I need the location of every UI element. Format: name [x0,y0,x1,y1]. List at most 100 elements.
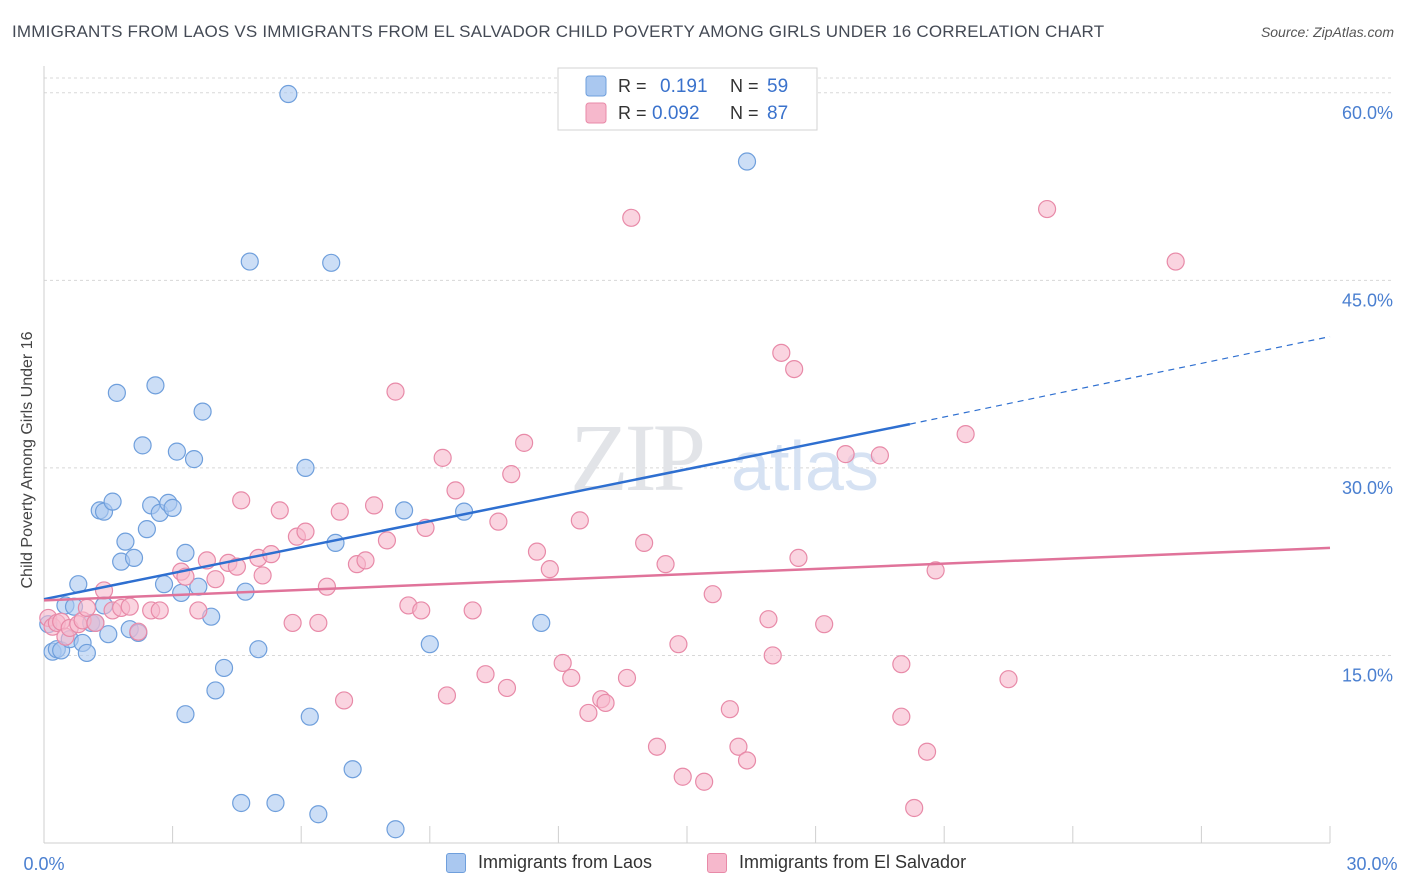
es-point [386,382,405,401]
es-point [926,561,945,580]
es-point [763,646,782,665]
laos-point [167,442,186,461]
es-point [476,665,495,684]
es-point [562,668,581,688]
laos-point [394,501,414,520]
laos-trend-line [43,422,911,601]
es-point [870,446,890,465]
es-point [489,512,508,531]
laos-point [326,533,345,553]
laos-point [454,502,474,521]
laos-point [266,793,285,813]
es-point [695,772,714,791]
laos-point [99,625,118,644]
es-point [317,577,337,596]
es-point [892,707,911,726]
es-point [647,737,667,756]
legend-swatch-es-bottom [707,852,727,873]
es-point [759,610,778,629]
laos-point [133,436,152,455]
es-point [120,597,139,616]
legend-r-label-es: R = [618,103,647,123]
es-point [94,581,114,600]
es-point [579,703,598,723]
laos-point [737,152,757,171]
es-point [892,655,911,674]
es-point [364,496,384,515]
laos-point [420,635,439,654]
y-tick-label: 60.0% [1342,103,1393,123]
es-point [617,668,637,688]
es-point [206,570,225,589]
es-point [437,686,457,705]
laos-point [146,376,165,395]
legend-n-value-laos: 59 [767,76,788,97]
es-point [737,751,757,770]
es-point [377,531,397,550]
legend-swatch-laos [585,75,607,97]
es-point [296,522,315,541]
laos-point [124,548,144,568]
laos-point [206,681,225,700]
laos-point [279,84,298,104]
x-tick-label: 0.0% [23,854,64,874]
legend-n-label-es: N = [730,103,759,123]
es-point [905,798,924,818]
legend-top: R = 0.191 N = 59 R = 0.092 N = 87 [557,67,818,131]
laos-point [300,707,319,726]
laos-point [163,498,182,517]
es-point [334,691,354,710]
es-point [956,425,975,444]
laos-point [116,532,135,551]
x-tick-label: 30.0% [1346,854,1397,874]
laos-point [77,643,96,663]
points-layer [39,84,1185,839]
es-point [669,635,688,654]
es-point [232,491,251,510]
es-point [540,560,559,579]
es-point [596,693,615,713]
es-point [412,601,431,620]
es-point [446,481,465,500]
es-point [622,208,641,227]
legend-r-label-laos: R = [618,76,647,96]
es-point [527,542,547,561]
tick-label-layer: 15.0% 30.0% 45.0% 60.0% 0.0% 30.0% [23,103,1397,874]
es-point [1166,252,1185,271]
y-tick-label: 15.0% [1342,665,1393,685]
es-point [836,445,855,464]
es-point [789,548,808,568]
es-point [309,613,328,633]
es-point [463,601,482,620]
axes-layer [43,66,1331,844]
legend-item-es: Immigrants from El Salvador [707,852,966,873]
es-point [129,622,148,641]
trend-layer [43,335,1331,602]
es-point [785,359,804,379]
es-point [729,737,748,756]
es-point [772,343,791,362]
watermark-atlas: atlas [731,427,879,505]
es-point [86,613,105,633]
legend-swatch-es [585,102,607,124]
laos-point [386,820,405,839]
es-point [570,511,589,530]
laos-point [137,520,156,539]
watermark: ZIP atlas [570,404,879,511]
legend-r-value-es: 0.092 [652,103,700,124]
es-point [356,551,375,570]
es-point [330,502,349,521]
grid-layer [44,77,1394,656]
laos-point [343,760,362,779]
y-tick-label: 45.0% [1342,290,1393,310]
es-point [635,533,654,553]
laos-point [232,793,251,813]
legend-r-value-laos: 0.191 [660,76,708,97]
es-point [150,601,169,620]
legend-label-laos: Immigrants from Laos [478,852,653,872]
laos-point [309,805,328,824]
laos-point [172,583,191,603]
es-point [77,598,96,618]
es-point [673,767,692,786]
